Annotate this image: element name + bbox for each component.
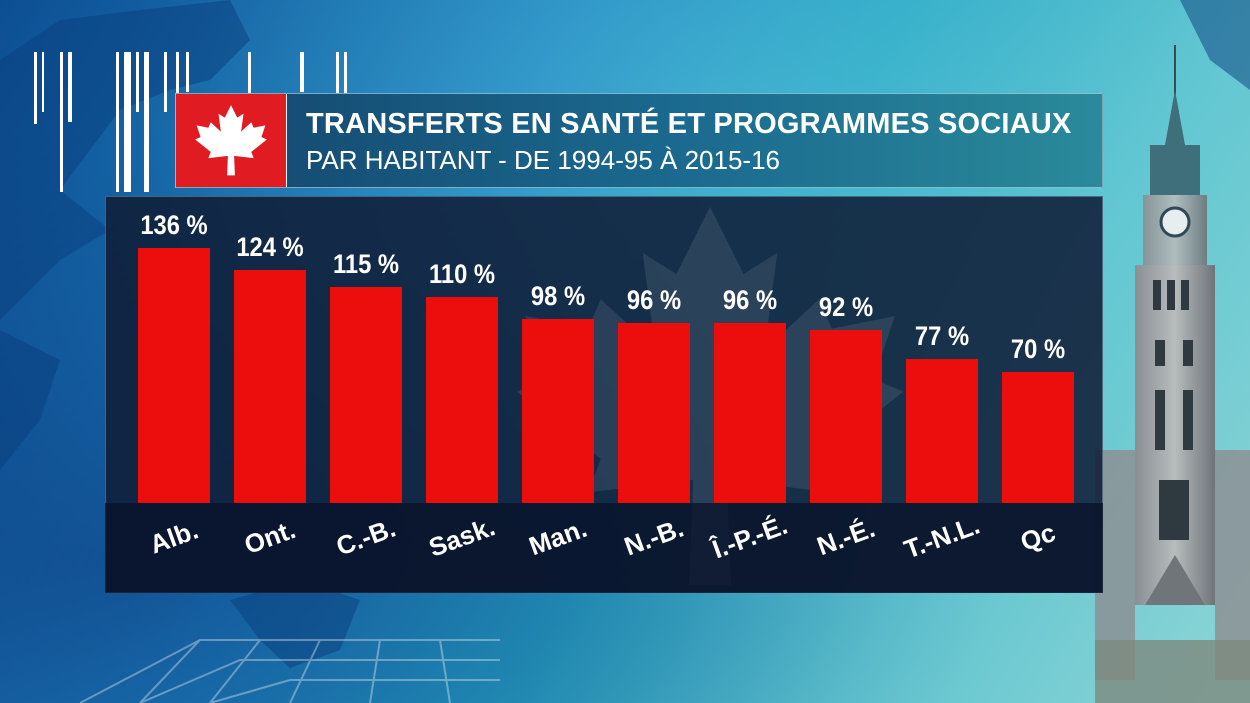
bar-4	[522, 319, 594, 503]
bar-0	[138, 248, 210, 503]
bar-7	[810, 330, 882, 503]
maple-leaf-watermark	[516, 206, 904, 585]
bar-2	[330, 287, 402, 503]
grid-floor-decoration	[80, 639, 500, 703]
flag-box	[176, 94, 287, 187]
chart-title: TRANSFERTS EN SANTÉ ET PROGRAMMES SOCIAU…	[306, 108, 1072, 140]
value-label-5: 96 %	[626, 285, 682, 315]
value-label-6: 96 %	[722, 285, 778, 315]
bar-9	[1002, 372, 1074, 503]
value-label-8: 77 %	[914, 321, 970, 351]
bar-chart: 136 % 124 % 115 % 110 % 98 % 96 % 96 % 92 % 77 %…	[105, 196, 1103, 503]
chart-subtitle: PAR HABITANT - DE 1994-95 À 2015-16	[306, 145, 780, 175]
bar-6	[714, 323, 786, 503]
bar-8	[906, 359, 978, 503]
value-label-1: 124 %	[236, 232, 304, 262]
maple-leaf-icon	[195, 105, 267, 176]
category-band	[105, 503, 1103, 593]
value-label-3: 110 %	[428, 259, 496, 289]
bar-1	[234, 270, 306, 503]
value-label-9: 70 %	[1010, 334, 1066, 364]
chart-header: TRANSFERTS EN SANTÉ ET PROGRAMMES SOCIAU…	[175, 93, 1103, 188]
barcode-decoration	[28, 52, 358, 192]
bar-3	[426, 297, 498, 503]
value-label-2: 115 %	[332, 249, 400, 279]
bar-5	[618, 323, 690, 503]
peace-tower-image	[1095, 45, 1250, 703]
value-label-4: 98 %	[530, 281, 586, 311]
value-label-7: 92 %	[818, 292, 874, 322]
value-label-0: 136 %	[140, 210, 208, 240]
